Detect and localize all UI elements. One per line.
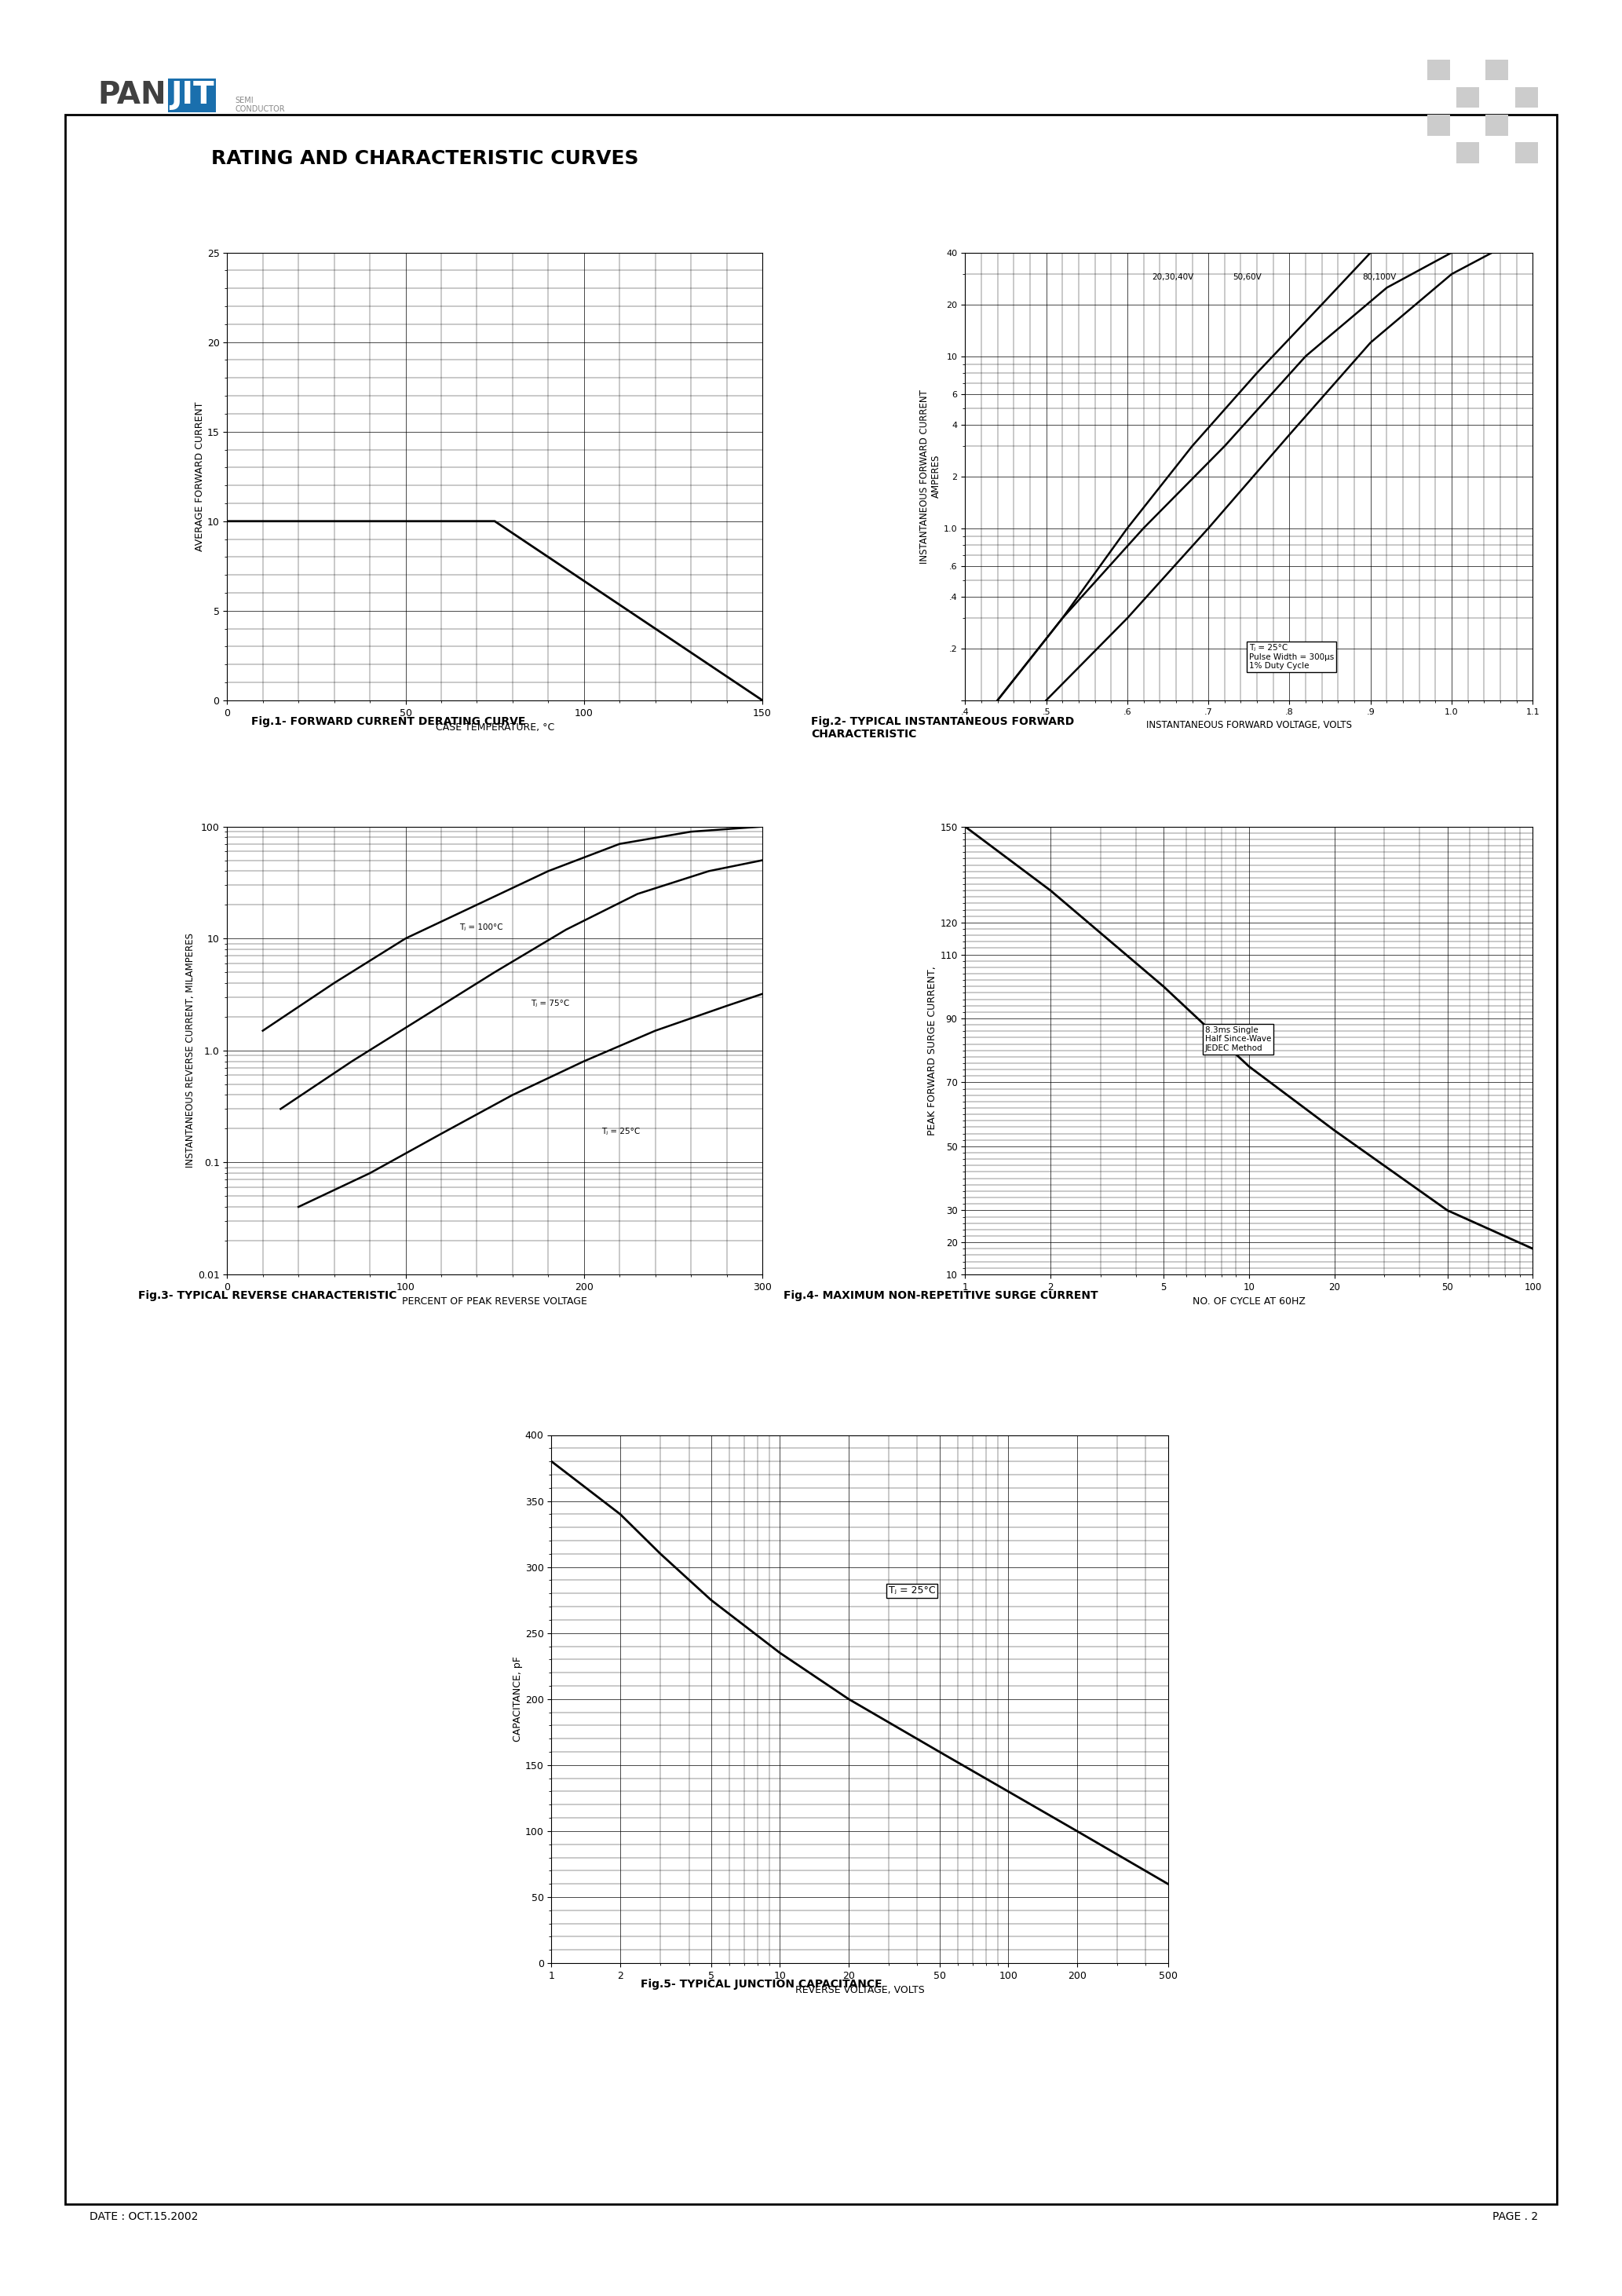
Bar (1427, 60, 1450, 80)
Text: Tⱼ = 25°C: Tⱼ = 25°C (889, 1587, 936, 1596)
Text: Tⱼ = 25°C: Tⱼ = 25°C (602, 1127, 641, 1134)
X-axis label: NO. OF CYCLE AT 60HZ: NO. OF CYCLE AT 60HZ (1192, 1297, 1306, 1306)
Text: 8.3ms Single
Half Since-Wave
JEDEC Method: 8.3ms Single Half Since-Wave JEDEC Metho… (1205, 1026, 1272, 1052)
Text: DATE : OCT.15.2002: DATE : OCT.15.2002 (89, 2211, 198, 2223)
Text: Fig.4- MAXIMUM NON-REPETITIVE SURGE CURRENT: Fig.4- MAXIMUM NON-REPETITIVE SURGE CURR… (783, 1290, 1098, 1302)
Text: Tⱼ = 100°C: Tⱼ = 100°C (459, 923, 503, 932)
Text: 20,30,40V: 20,30,40V (1152, 273, 1194, 280)
Bar (1457, 142, 1479, 163)
Text: JIT: JIT (170, 80, 214, 110)
Y-axis label: INSTANTANEOUS FORWARD CURRENT
AMPERES: INSTANTANEOUS FORWARD CURRENT AMPERES (920, 390, 941, 563)
Text: 50,60V: 50,60V (1233, 273, 1262, 280)
Text: Fig.1- FORWARD CURRENT DERATING CURVE: Fig.1- FORWARD CURRENT DERATING CURVE (251, 716, 526, 728)
X-axis label: CASE TEMPERATURE, °C: CASE TEMPERATURE, °C (435, 723, 555, 732)
Bar (1457, 87, 1479, 108)
Text: Fig.3- TYPICAL REVERSE CHARACTERISTIC: Fig.3- TYPICAL REVERSE CHARACTERISTIC (138, 1290, 396, 1302)
Text: RATING AND CHARACTERISTIC CURVES: RATING AND CHARACTERISTIC CURVES (211, 149, 639, 168)
Text: SEMI
CONDUCTOR: SEMI CONDUCTOR (235, 96, 285, 113)
Text: 80,100V: 80,100V (1362, 273, 1397, 280)
Y-axis label: CAPACITANCE, pF: CAPACITANCE, pF (513, 1655, 522, 1743)
Bar (1486, 60, 1508, 80)
Y-axis label: PEAK FORWARD SURGE CURRENT,: PEAK FORWARD SURGE CURRENT, (928, 967, 938, 1134)
Text: Fig.2- TYPICAL INSTANTANEOUS FORWARD
CHARACTERISTIC: Fig.2- TYPICAL INSTANTANEOUS FORWARD CHA… (811, 716, 1074, 739)
Text: PAN: PAN (97, 80, 165, 110)
X-axis label: PERCENT OF PEAK REVERSE VOLTAGE: PERCENT OF PEAK REVERSE VOLTAGE (402, 1297, 587, 1306)
Text: Tⱼ = 75°C: Tⱼ = 75°C (530, 999, 569, 1008)
Text: Fig.5- TYPICAL JUNCTION CAPACITANCE: Fig.5- TYPICAL JUNCTION CAPACITANCE (641, 1979, 882, 1991)
X-axis label: INSTANTANEOUS FORWARD VOLTAGE, VOLTS: INSTANTANEOUS FORWARD VOLTAGE, VOLTS (1147, 721, 1351, 730)
Bar (1427, 115, 1450, 135)
Bar (1515, 87, 1538, 108)
X-axis label: REVERSE VOLTAGE, VOLTS: REVERSE VOLTAGE, VOLTS (795, 1986, 925, 1995)
Text: PAGE . 2: PAGE . 2 (1492, 2211, 1538, 2223)
Y-axis label: INSTANTANEOUS REVERSE CURRENT, MILAMPERES: INSTANTANEOUS REVERSE CURRENT, MILAMPERE… (185, 932, 195, 1169)
Y-axis label: AVERAGE FORWARD CURRENT: AVERAGE FORWARD CURRENT (195, 402, 204, 551)
Text: Tⱼ = 25°C
Pulse Width = 300μs
1% Duty Cycle: Tⱼ = 25°C Pulse Width = 300μs 1% Duty Cy… (1249, 643, 1333, 670)
Bar (1486, 115, 1508, 135)
Bar (1515, 142, 1538, 163)
